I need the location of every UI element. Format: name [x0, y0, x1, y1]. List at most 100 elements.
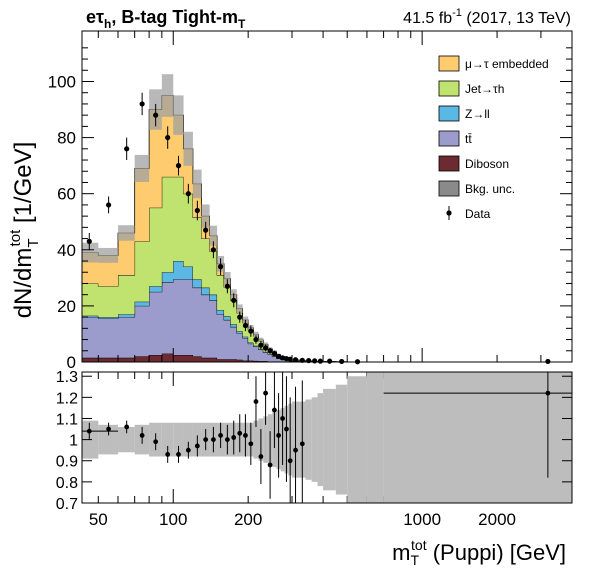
ratio-point [218, 432, 224, 438]
x-tick-label: 50 [89, 510, 108, 529]
x-axis-title: mTtot (Puppi) [GeV] [392, 537, 566, 568]
ratio-point [185, 447, 191, 453]
ratio-unc-bin [311, 397, 318, 482]
unc-band-bin [236, 304, 243, 313]
ratio-point [253, 399, 259, 404]
data-point [271, 350, 278, 357]
legend-swatch [438, 130, 460, 147]
ratio-point [139, 432, 145, 438]
ratio-y-tick-label: 1.2 [56, 390, 78, 407]
unc-band-bin [258, 337, 264, 343]
unc-band-bin [242, 316, 249, 324]
ratio-point [231, 435, 237, 440]
unc-band-bin [224, 272, 231, 286]
y-tick-label: 60 [57, 185, 76, 204]
legend-label: tt̄ [465, 132, 472, 146]
ratio-point [243, 432, 248, 438]
ratio-unc-bin [161, 422, 174, 457]
ratio-y-tick-label: 0.7 [56, 496, 78, 513]
data-point [185, 191, 191, 197]
data-point [262, 345, 269, 351]
ratio-point [165, 452, 171, 457]
data-point [253, 336, 259, 343]
data-point [139, 101, 145, 107]
ratio-point [272, 407, 277, 413]
data-point [203, 227, 209, 233]
unc-band-bin [263, 342, 268, 347]
unc-band-bin [183, 131, 193, 166]
data-point [248, 328, 254, 334]
unc-band-bin [201, 204, 210, 228]
ratio-y-tick-label: 0.8 [56, 475, 78, 492]
data-point [279, 355, 286, 361]
ratio-unc-bin [98, 424, 119, 455]
data-point [175, 163, 182, 169]
y-tick-label: 40 [57, 241, 76, 260]
data-point [287, 356, 293, 362]
stack-area-0 [82, 353, 572, 362]
data-point [153, 112, 159, 118]
legend-label: μ→τ embedded [465, 57, 549, 71]
ratio-point [287, 458, 293, 464]
legend-swatch [438, 105, 460, 122]
ratio-point [280, 416, 285, 421]
legend-swatch [438, 80, 460, 97]
ratio-point [248, 441, 254, 447]
ratio-unc-bin [383, 372, 572, 503]
unc-band-bin [209, 225, 218, 246]
lumi-label: 41.5 fb-1 (2017, 13 TeV) [403, 7, 571, 27]
x-tick-label: 100 [159, 510, 187, 529]
legend-label: Data [465, 207, 491, 221]
stack-area-1 [82, 279, 572, 362]
legend-label: Bkg. unc. [465, 182, 515, 196]
data-point [312, 358, 318, 364]
data-point [327, 358, 333, 364]
y-tick-label: 20 [57, 297, 76, 316]
data-point [242, 322, 249, 329]
legend-swatch [438, 55, 460, 72]
ratio-unc-bin [317, 393, 324, 487]
ratio-unc-bin [366, 372, 384, 503]
unc-band-bin [82, 242, 99, 263]
ratio-point [276, 432, 281, 438]
data-point [218, 264, 224, 270]
ratio-point [194, 443, 200, 449]
data-point [224, 283, 230, 289]
data-point [194, 207, 200, 214]
data-point [317, 358, 323, 364]
unc-band-bin [98, 247, 119, 263]
ratio-y-tick-label: 0.9 [56, 454, 78, 471]
unc-band-bin [173, 95, 184, 135]
data-point [292, 357, 299, 363]
ratio-point [153, 439, 159, 445]
ratio-unc-bin [183, 422, 193, 457]
ratio-unc-bin [305, 399, 312, 480]
main-frame [81, 30, 573, 363]
ratio-point [124, 424, 130, 430]
ratio-point [258, 454, 264, 459]
ratio-unc-bin [263, 416, 268, 463]
unc-band-bin [253, 331, 259, 337]
y-tick-label: 80 [57, 129, 76, 148]
ratio-unc-bin [323, 388, 336, 491]
data-point [545, 358, 551, 365]
ratio-point [176, 452, 181, 457]
ratio-frame [81, 371, 573, 504]
x-tick-label: 200 [234, 510, 262, 529]
data-point [165, 134, 171, 141]
x-tick-label: 2000 [478, 510, 516, 529]
ratio-point [299, 441, 305, 447]
ratio-point [267, 462, 273, 468]
ratio-unc-bin [347, 376, 367, 503]
ratio-y-tick-label: 1.1 [56, 411, 78, 428]
data-point [210, 247, 216, 253]
legend-swatch [438, 155, 460, 172]
legend-label: Diboson [465, 157, 509, 171]
ratio-point [224, 437, 230, 443]
ratio-point [284, 426, 289, 432]
data-point [231, 297, 237, 303]
ratio-point [293, 447, 298, 453]
data-point [124, 146, 130, 152]
y-tick-label: 0 [67, 353, 76, 372]
